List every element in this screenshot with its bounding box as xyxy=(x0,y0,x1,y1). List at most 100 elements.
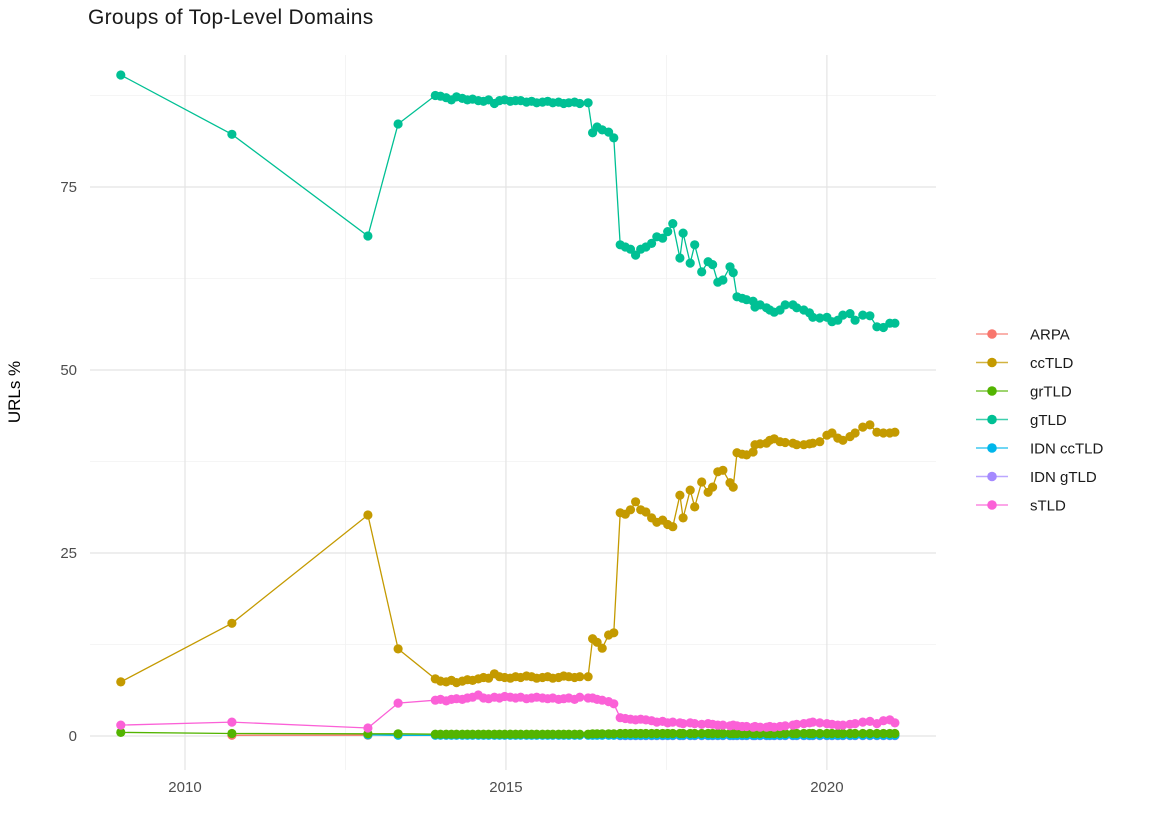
data-point-cctld xyxy=(748,447,758,457)
data-point-cctld xyxy=(815,437,825,447)
data-point-gtld xyxy=(890,318,900,328)
legend-key-dot-arpa xyxy=(987,329,997,339)
data-point-grtld xyxy=(808,728,818,739)
data-point-stld xyxy=(815,718,825,728)
y-axis-tick-50: 50 xyxy=(60,362,77,379)
data-point-grtld xyxy=(668,728,678,739)
data-point-grtld xyxy=(878,728,889,739)
data-point-stld xyxy=(858,717,868,727)
x-axis-tick-2010: 2010 xyxy=(168,779,201,796)
data-point-grtld xyxy=(575,729,585,739)
data-point-gtld xyxy=(609,133,619,143)
data-point-gtld xyxy=(697,267,707,277)
data-point-cctld xyxy=(685,485,695,495)
data-point-stld xyxy=(668,717,678,727)
data-point-cctld xyxy=(718,465,728,475)
legend-label-grtld: grTLD xyxy=(1030,384,1072,401)
data-point-gtld xyxy=(647,238,657,248)
data-point-cctld xyxy=(631,497,641,507)
legend-item-stld: sTLD xyxy=(976,498,1066,515)
data-point-grtld xyxy=(393,729,403,739)
series-line-cctld xyxy=(120,424,896,684)
gridlines xyxy=(90,55,936,770)
data-point-grtld xyxy=(597,729,607,739)
series-gtld xyxy=(116,70,900,333)
data-point-grtld xyxy=(780,728,790,739)
data-point-grtld xyxy=(792,728,802,739)
data-point-cctld xyxy=(728,482,738,492)
data-point-grtld xyxy=(690,728,700,739)
data-point-grtld xyxy=(890,728,900,739)
data-point-stld xyxy=(780,721,790,731)
data-point-grtld xyxy=(742,728,752,739)
data-point-stld xyxy=(609,699,619,709)
data-point-gtld xyxy=(838,310,848,320)
data-point-stld xyxy=(850,719,860,729)
series-grtld xyxy=(116,727,900,739)
data-point-grtld xyxy=(850,728,860,739)
data-point-grtld xyxy=(858,728,868,739)
data-point-stld xyxy=(690,719,700,729)
data-point-stld xyxy=(575,692,585,702)
legend-item-cctld: ccTLD xyxy=(976,355,1074,372)
data-point-stld xyxy=(808,717,818,727)
data-point-cctld xyxy=(641,507,651,517)
data-point-gtld xyxy=(792,303,802,313)
data-point-gtld xyxy=(865,311,875,321)
data-point-cctld xyxy=(808,438,818,448)
data-point-grtld xyxy=(678,728,688,739)
data-point-cctld xyxy=(865,420,875,430)
axis-labels: 0 25 50 75 2010 2015 2020 xyxy=(60,179,843,796)
y-axis-tick-75: 75 xyxy=(60,179,77,196)
chart-title: Groups of Top-Level Domains xyxy=(88,6,374,29)
data-point-cctld xyxy=(678,513,688,523)
series-arpa xyxy=(227,730,373,740)
legend-key-dot-idn-gtld xyxy=(987,471,997,482)
data-point-cctld xyxy=(878,428,889,438)
data-point-stld xyxy=(363,723,373,733)
data-point-cctld xyxy=(668,522,678,532)
data-point-cctld xyxy=(690,502,700,512)
data-point-stld xyxy=(838,720,848,730)
legend-label-arpa: ARPA xyxy=(1030,327,1070,344)
data-point-gtld xyxy=(663,227,673,237)
data-point-cctld xyxy=(792,440,802,450)
data-point-cctld xyxy=(850,428,860,438)
data-point-gtld xyxy=(393,119,403,129)
data-point-grtld xyxy=(718,728,728,739)
legend-item-idn-gtld: IDN gTLD xyxy=(976,469,1097,486)
data-point-stld xyxy=(678,719,688,729)
data-point-grtld xyxy=(697,728,707,739)
data-point-gtld xyxy=(850,315,860,325)
y-axis-tick-25: 25 xyxy=(60,545,77,562)
data-point-cctld xyxy=(838,435,848,445)
legend-label-gtld: gTLD xyxy=(1030,412,1067,429)
data-point-gtld xyxy=(845,309,855,319)
data-point-grtld xyxy=(838,728,848,739)
data-point-gtld xyxy=(690,240,700,250)
legend-label-idn-cctld: IDN ccTLD xyxy=(1030,441,1104,458)
legend-label-cctld: ccTLD xyxy=(1030,355,1074,372)
data-point-gtld xyxy=(658,233,668,243)
data-point-cctld xyxy=(708,482,718,492)
data-point-gtld xyxy=(575,98,585,109)
legend-item-gtld: gTLD xyxy=(976,412,1067,429)
data-point-gtld xyxy=(675,253,685,263)
data-point-cctld xyxy=(597,643,607,653)
data-point-cctld xyxy=(858,422,868,432)
data-point-cctld xyxy=(675,490,685,500)
data-point-gtld xyxy=(227,129,237,139)
data-point-stld xyxy=(865,716,875,727)
legend-key-dot-idn-cctld xyxy=(987,443,997,453)
data-point-stld xyxy=(890,718,900,728)
data-point-grtld xyxy=(755,728,765,739)
legend-key-dot-cctld xyxy=(987,357,997,368)
series-cctld xyxy=(116,420,900,688)
data-point-cctld xyxy=(625,505,636,515)
x-axis-tick-2020: 2020 xyxy=(810,779,843,796)
data-point-gtld xyxy=(668,219,678,229)
data-point-gtld xyxy=(815,313,825,323)
data-point-stld xyxy=(792,719,802,729)
legend-item-grtld: grTLD xyxy=(976,384,1072,401)
data-point-grtld xyxy=(865,728,875,739)
